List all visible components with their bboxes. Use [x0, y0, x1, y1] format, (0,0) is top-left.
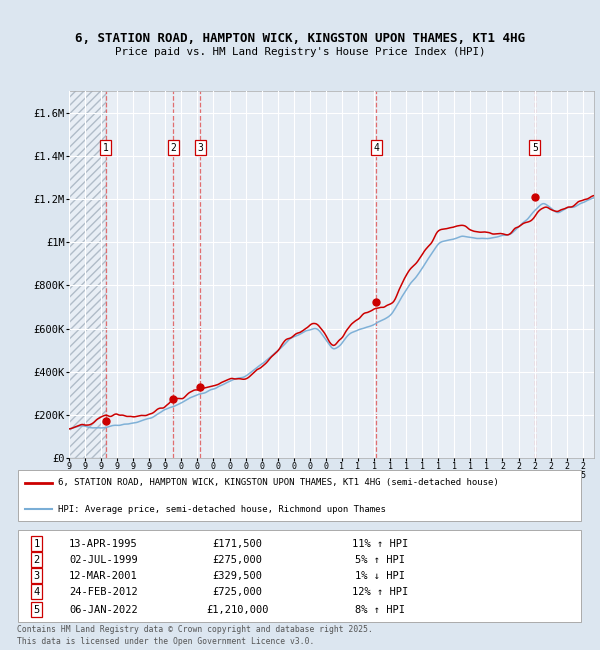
- Text: Contains HM Land Registry data © Crown copyright and database right 2025.: Contains HM Land Registry data © Crown c…: [17, 625, 373, 634]
- Text: 12% ↑ HPI: 12% ↑ HPI: [352, 586, 408, 597]
- Text: Price paid vs. HM Land Registry's House Price Index (HPI): Price paid vs. HM Land Registry's House …: [115, 47, 485, 57]
- Text: 13-APR-1995: 13-APR-1995: [69, 539, 138, 549]
- Text: 12-MAR-2001: 12-MAR-2001: [69, 571, 138, 580]
- Text: 5% ↑ HPI: 5% ↑ HPI: [355, 554, 405, 565]
- Text: £171,500: £171,500: [212, 539, 262, 549]
- Text: 4: 4: [34, 586, 40, 597]
- Text: 2: 2: [34, 554, 40, 565]
- Text: 5: 5: [34, 604, 40, 614]
- Text: HPI: Average price, semi-detached house, Richmond upon Thames: HPI: Average price, semi-detached house,…: [58, 505, 386, 514]
- Text: £1,210,000: £1,210,000: [206, 604, 269, 614]
- Text: £725,000: £725,000: [212, 586, 262, 597]
- Text: 02-JUL-1999: 02-JUL-1999: [69, 554, 138, 565]
- FancyBboxPatch shape: [18, 470, 581, 521]
- Text: This data is licensed under the Open Government Licence v3.0.: This data is licensed under the Open Gov…: [17, 636, 314, 645]
- Text: 4: 4: [373, 143, 379, 153]
- Text: 8% ↑ HPI: 8% ↑ HPI: [355, 604, 405, 614]
- Text: 06-JAN-2022: 06-JAN-2022: [69, 604, 138, 614]
- Text: 5: 5: [532, 143, 538, 153]
- FancyBboxPatch shape: [18, 530, 581, 622]
- Text: £329,500: £329,500: [212, 571, 262, 580]
- Text: 2: 2: [170, 143, 176, 153]
- Text: 3: 3: [34, 571, 40, 580]
- Text: 24-FEB-2012: 24-FEB-2012: [69, 586, 138, 597]
- Text: 6, STATION ROAD, HAMPTON WICK, KINGSTON UPON THAMES, KT1 4HG (semi-detached hous: 6, STATION ROAD, HAMPTON WICK, KINGSTON …: [58, 478, 499, 488]
- Text: 11% ↑ HPI: 11% ↑ HPI: [352, 539, 408, 549]
- Text: 1% ↓ HPI: 1% ↓ HPI: [355, 571, 405, 580]
- Text: 6, STATION ROAD, HAMPTON WICK, KINGSTON UPON THAMES, KT1 4HG: 6, STATION ROAD, HAMPTON WICK, KINGSTON …: [75, 32, 525, 46]
- Text: 1: 1: [34, 539, 40, 549]
- Text: £275,000: £275,000: [212, 554, 262, 565]
- Text: 3: 3: [197, 143, 203, 153]
- Text: 1: 1: [103, 143, 109, 153]
